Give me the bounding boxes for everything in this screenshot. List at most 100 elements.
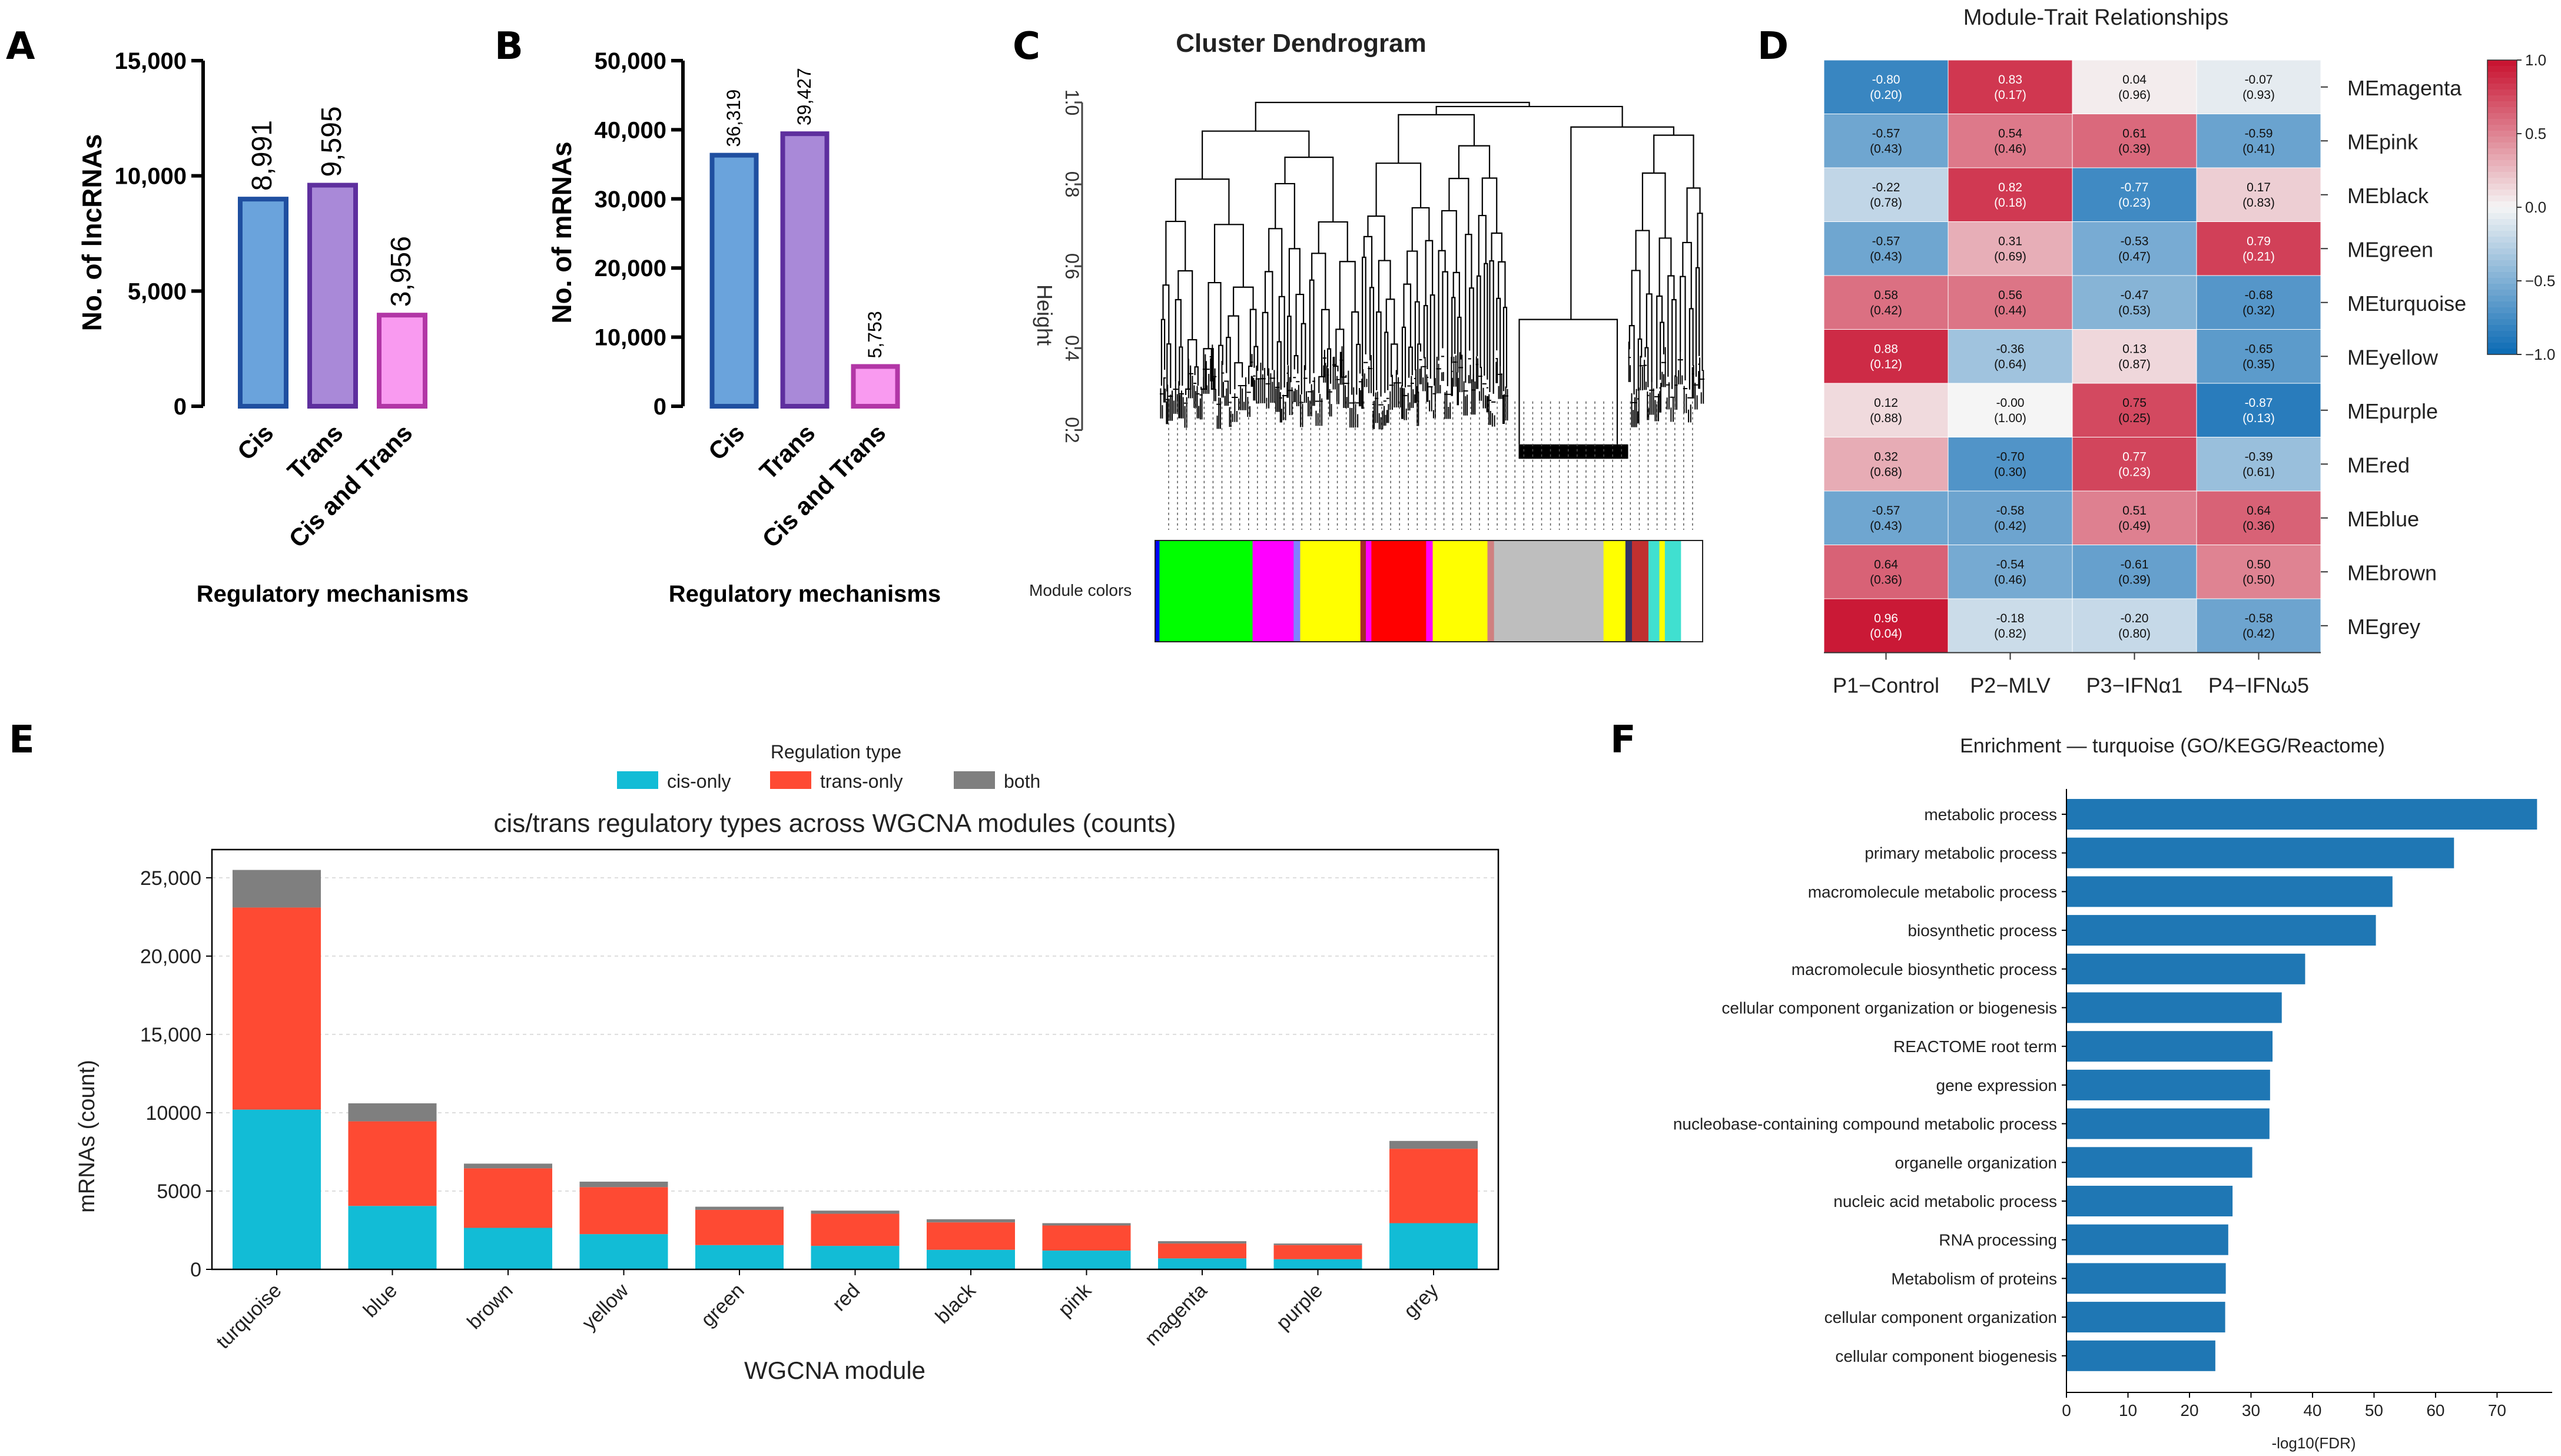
- heatmap-cell: [2196, 437, 2321, 492]
- colorbar-tick-label: −1.0: [2525, 346, 2555, 363]
- bar-trans-only-yellow: [579, 1187, 668, 1235]
- heatmap-cell: [2072, 114, 2197, 168]
- y-tick-label: 50,000: [595, 48, 666, 74]
- x-tick-label: 70: [2488, 1401, 2506, 1419]
- dendrogram-branch: [1339, 261, 1356, 330]
- heatmap-cell: [2196, 221, 2321, 276]
- heatmap-cell-value: -0.57: [1872, 127, 1900, 141]
- dendrogram-branch: [1187, 339, 1197, 389]
- x-tick-label: 0: [2062, 1401, 2071, 1419]
- heatmap-cell-value: 0.83: [1998, 73, 2022, 87]
- module-color-segment-0: [1155, 540, 1160, 642]
- colorbar-step: [2487, 184, 2517, 190]
- module-color-segment-17: [1664, 540, 1681, 642]
- heatmap-row-label: MEyellow: [2347, 345, 2439, 369]
- x-tick-label: purple: [1272, 1279, 1327, 1335]
- colorbar-step: [2487, 296, 2517, 302]
- y-tick-label: primary metabolic process: [1865, 844, 2057, 863]
- y-tick-label: 40,000: [595, 117, 666, 143]
- legend-label: cis-only: [667, 771, 731, 792]
- module-color-segment-10: [1487, 540, 1495, 642]
- heatmap-cell: [1948, 275, 2073, 330]
- panel-letter-c: C: [1013, 25, 1040, 68]
- dendrogram-branch: [1491, 232, 1502, 262]
- module-color-segment-6: [1366, 540, 1372, 642]
- colorbar-step: [2487, 254, 2517, 261]
- dendrogram-branch: [1631, 270, 1641, 339]
- heatmap-cell-value: -0.47: [2121, 288, 2149, 302]
- dendrogram-branch: [1484, 263, 1488, 380]
- x-tick-label: red: [828, 1279, 865, 1316]
- colorbar-step: [2487, 166, 2517, 173]
- heatmap-cell-pvalue: (0.17): [1994, 88, 2026, 102]
- dendrogram-branch: [1570, 126, 1674, 320]
- x-tick-label: pink: [1054, 1279, 1096, 1321]
- colorbar-step: [2487, 125, 2517, 131]
- bar-value-label: 39,427: [794, 68, 815, 125]
- y-tick-label: 0.8: [1061, 171, 1083, 197]
- heatmap-col-label: P3−IFNα1: [2086, 674, 2183, 698]
- dendrogram-branch: [1288, 248, 1301, 317]
- dendrogram-ylabel: Height: [1033, 284, 1057, 346]
- colorbar-step: [2487, 307, 2517, 314]
- dendrogram-branch: [1660, 321, 1665, 380]
- heatmap-cell-pvalue: (0.36): [1870, 573, 1902, 587]
- heatmap-cell-pvalue: (1.00): [1994, 412, 2026, 425]
- heatmap-cell: [2196, 383, 2321, 437]
- heatmap-cell-pvalue: (0.43): [1870, 142, 1902, 156]
- colorbar-tick-label: 1.0: [2525, 51, 2546, 69]
- panel-e: E Regulation type cis-only trans-only both…: [9, 718, 1500, 1384]
- bar-cis-only-grey: [1389, 1223, 1478, 1269]
- dendrogram-branch: [1275, 183, 1295, 249]
- heatmap-cell-pvalue: (0.21): [2242, 250, 2275, 264]
- dendrogram-branch: [1435, 105, 1623, 127]
- heatmap-cell-value: -0.77: [2121, 181, 2149, 194]
- dendrogram-branch: [1656, 295, 1663, 389]
- heatmap-cell: [2072, 490, 2197, 545]
- heatmap-cell-value: 0.82: [1998, 181, 2022, 194]
- heatmap-cell-pvalue: (0.96): [2118, 88, 2151, 102]
- plot-frame: [211, 848, 1500, 1271]
- dendrogram-branch: [1644, 347, 1649, 387]
- heatmap-cell: [1823, 437, 1949, 492]
- panel-f-xlabel: -log10(FDR): [2271, 1434, 2356, 1452]
- colorbar-step: [2487, 207, 2517, 214]
- heatmap-cell: [2196, 114, 2321, 168]
- module-color-segment-12: [1603, 540, 1626, 642]
- module-color-segment-13: [1625, 540, 1633, 642]
- colorbar-step: [2487, 89, 2517, 96]
- heatmap-cell: [2072, 59, 2197, 114]
- module-color-segment-11: [1494, 540, 1604, 642]
- dendrogram-branch: [1423, 305, 1428, 369]
- bar-trans-only-green: [695, 1209, 784, 1245]
- dendrogram-branch: [1253, 346, 1259, 371]
- heatmap-cell-pvalue: (0.78): [1870, 196, 1902, 210]
- y-tick-label: cellular component biogenesis: [1835, 1347, 2057, 1365]
- y-tick-label: REACTOME root term: [1893, 1037, 2057, 1056]
- bar-both-blue: [348, 1103, 437, 1122]
- heatmap-cell-value: 0.54: [1998, 127, 2022, 141]
- panel-e-bars: [233, 870, 1478, 1269]
- heatmap-col-label: P2−MLV: [1970, 674, 2050, 698]
- heatmap-cell-pvalue: (0.30): [1994, 466, 2026, 479]
- panel-f-title: Enrichment — turquoise (GO/KEGG/Reactome…: [1960, 735, 2385, 757]
- bar-5: [2066, 992, 2282, 1023]
- dendrogram-branch: [1496, 297, 1501, 366]
- heatmap-cell-pvalue: (0.82): [1994, 627, 2026, 641]
- y-tick-label: 0.2: [1061, 417, 1083, 443]
- x-tick-label: 30: [2242, 1401, 2260, 1419]
- heatmap-cell-value: 0.50: [2247, 558, 2271, 572]
- heatmap-cell-pvalue: (0.42): [1870, 304, 1902, 317]
- heatmap-cell: [1948, 329, 2073, 384]
- heatmap-cell-pvalue: (0.42): [2242, 627, 2275, 641]
- colorbar-step: [2487, 278, 2517, 284]
- x-tick-label: turquoise: [212, 1279, 286, 1354]
- dendrogram-branch: [1162, 284, 1170, 344]
- module-color-segment-14: [1632, 540, 1649, 642]
- bar-both-turquoise: [233, 870, 321, 908]
- dendrogram-branch: [1207, 281, 1222, 349]
- panel-letter-d: D: [1757, 25, 1789, 68]
- heatmap-cell-pvalue: (0.50): [2242, 573, 2275, 587]
- heatmap-row-label: MEblue: [2347, 507, 2419, 531]
- panel-a-xlabel: Regulatory mechanisms: [197, 581, 469, 607]
